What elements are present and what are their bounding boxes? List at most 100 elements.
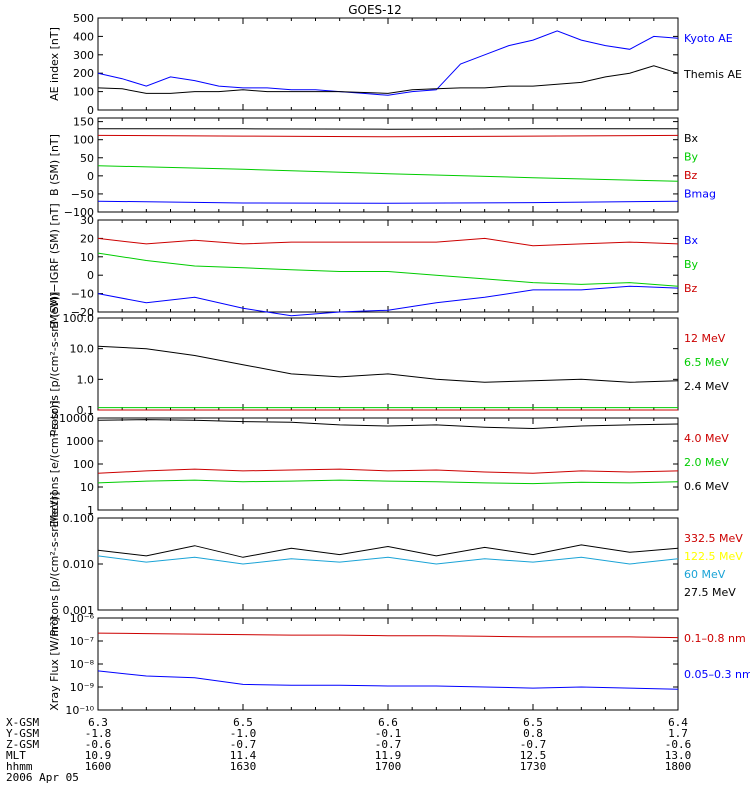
y-tick-label: −100 <box>64 206 94 219</box>
y-axis-label: B (SM) [nT] <box>48 134 61 196</box>
panel-frame <box>97 517 679 611</box>
footer-cell: 11.9 <box>375 749 402 762</box>
y-axis-label: Electrons [e/(cm²-s-sr)] <box>48 400 61 527</box>
footer-row-label: Y-GSM <box>6 727 39 740</box>
y-tick-label: 100.0 <box>63 312 95 325</box>
y-tick-label: 50 <box>80 152 94 165</box>
y-tick-label: 1.0 <box>77 373 95 386</box>
series-line-2 <box>97 670 679 690</box>
panel-frame <box>97 117 679 213</box>
y-tick-label: 10⁻⁷ <box>70 635 94 648</box>
legend-entry: By <box>684 258 699 271</box>
footer-cell: -0.6 <box>85 738 112 751</box>
footer-cell: 1800 <box>665 760 692 773</box>
footer-cell: 1730 <box>520 760 547 773</box>
y-tick-label: −50 <box>71 188 94 201</box>
legend-entry: 2.4 MeV <box>684 380 729 393</box>
panel-1: 0 100 200 300 400 500 AE index [nT] Kyoto AE The… <box>48 12 742 117</box>
series-line-1 <box>97 285 679 317</box>
y-tick-label: 1000 <box>66 435 94 448</box>
footer-cell: 11.4 <box>230 749 257 762</box>
legend-entry: 12 MeV <box>684 332 726 345</box>
footer-cell: 1600 <box>85 760 112 773</box>
footer-cell: 10.9 <box>85 749 112 762</box>
legend-entry: 0.6 MeV <box>684 480 729 493</box>
legend-entry: 60 MeV <box>684 568 726 581</box>
series-line-1 <box>97 30 679 96</box>
y-tick-label: 500 <box>73 12 94 25</box>
y-tick-label: 10⁻⁶ <box>70 612 95 625</box>
panel-frame <box>97 617 679 711</box>
y-tick-label: 100 <box>73 86 94 99</box>
y-tick-label: 10⁻¹⁰ <box>65 704 94 717</box>
y-tick-label: 0.001 <box>63 604 95 617</box>
y-tick-label: 0 <box>87 269 94 282</box>
footer-cell: 6.5 <box>233 716 253 729</box>
y-tick-label: 0.100 <box>63 512 95 525</box>
y-tick-label: 0.1 <box>77 404 95 417</box>
y-axis-label: Protons [p/(cm²-s-sr-MeV)] <box>48 292 61 437</box>
legend-entry: Themis AE <box>683 68 742 81</box>
y-tick-label: 30 <box>80 214 94 227</box>
legend-entry: Kyoto AE <box>684 32 733 45</box>
series-line-2 <box>97 65 679 94</box>
chart-title: GOES-12 <box>348 3 402 17</box>
y-tick-label: 400 <box>73 30 94 43</box>
y-tick-label: 10.0 <box>70 343 95 356</box>
series-line-3 <box>97 237 679 247</box>
legend-entry: 332.5 MeV <box>684 532 743 545</box>
footer-cell: 1630 <box>230 760 257 773</box>
series-line-3 <box>97 555 679 565</box>
y-tick-label: 1 <box>87 504 94 517</box>
footer-cell: -0.7 <box>230 738 257 751</box>
footer-cell: -0.7 <box>520 738 547 751</box>
y-tick-label: 300 <box>73 49 94 62</box>
y-tick-label: 10000 <box>59 412 94 425</box>
footer-date: 2006 Apr 05 <box>6 771 79 784</box>
legend-entry: 0.05–0.3 nm <box>684 668 750 681</box>
series-line-4 <box>97 544 679 558</box>
footer-cell: 6.6 <box>378 716 398 729</box>
legend-entry: Bmag <box>684 188 716 201</box>
footer-cell: 1700 <box>375 760 402 773</box>
y-axis-label: AE index [nT] <box>48 27 61 101</box>
footer-cell: -0.7 <box>375 738 402 751</box>
legend-entry: Bx <box>684 132 699 145</box>
series-line-3 <box>97 345 679 383</box>
footer-cell: 6.5 <box>523 716 543 729</box>
y-tick-label: 150 <box>73 116 94 129</box>
panel-7: 10⁻¹⁰ 10⁻⁹ 10⁻⁸ 10⁻⁷ 10⁻⁶ Xray Flux [W/m²] 0.1… <box>48 612 750 717</box>
panel-frame <box>97 417 679 511</box>
footer-table: X-GSM 6.3 6.5 6.6 6.5 6.4 Y-GSM -1.8 -1.0 -0.1 0.8… <box>6 716 691 784</box>
y-tick-label: 100 <box>73 134 94 147</box>
series-line-3 <box>97 134 679 138</box>
legend-entry: 4.0 MeV <box>684 432 729 445</box>
footer-cell: -0.1 <box>375 727 402 740</box>
footer-cell: -1.8 <box>85 727 112 740</box>
panel-2: −100 −50 0 50 100 150 B (SM) [nT] Bx By Bz Bmag <box>48 116 716 219</box>
y-axis-label: B (SM)−IGRF (SM) [nT] <box>48 203 61 328</box>
footer-row-label: X-GSM <box>6 716 39 729</box>
series-line-2 <box>97 479 679 485</box>
y-tick-label: 200 <box>73 67 94 80</box>
y-tick-label: 0 <box>87 170 94 183</box>
legend-entry: Bz <box>684 169 698 182</box>
y-tick-label: −10 <box>71 288 94 301</box>
legend-entry: 0.1–0.8 nm <box>684 632 746 645</box>
series-line-1 <box>97 632 679 639</box>
legend-entry: Bx <box>684 234 699 247</box>
legend-entry: 27.5 MeV <box>684 586 736 599</box>
y-tick-label: 10 <box>80 481 94 494</box>
y-tick-label: −20 <box>71 306 94 319</box>
y-tick-label: 10⁻⁸ <box>70 658 95 671</box>
y-tick-label: 10 <box>80 251 94 264</box>
series-line-3 <box>97 419 679 430</box>
footer-cell: 6.4 <box>668 716 688 729</box>
footer-row-label: hhmm <box>6 760 33 773</box>
